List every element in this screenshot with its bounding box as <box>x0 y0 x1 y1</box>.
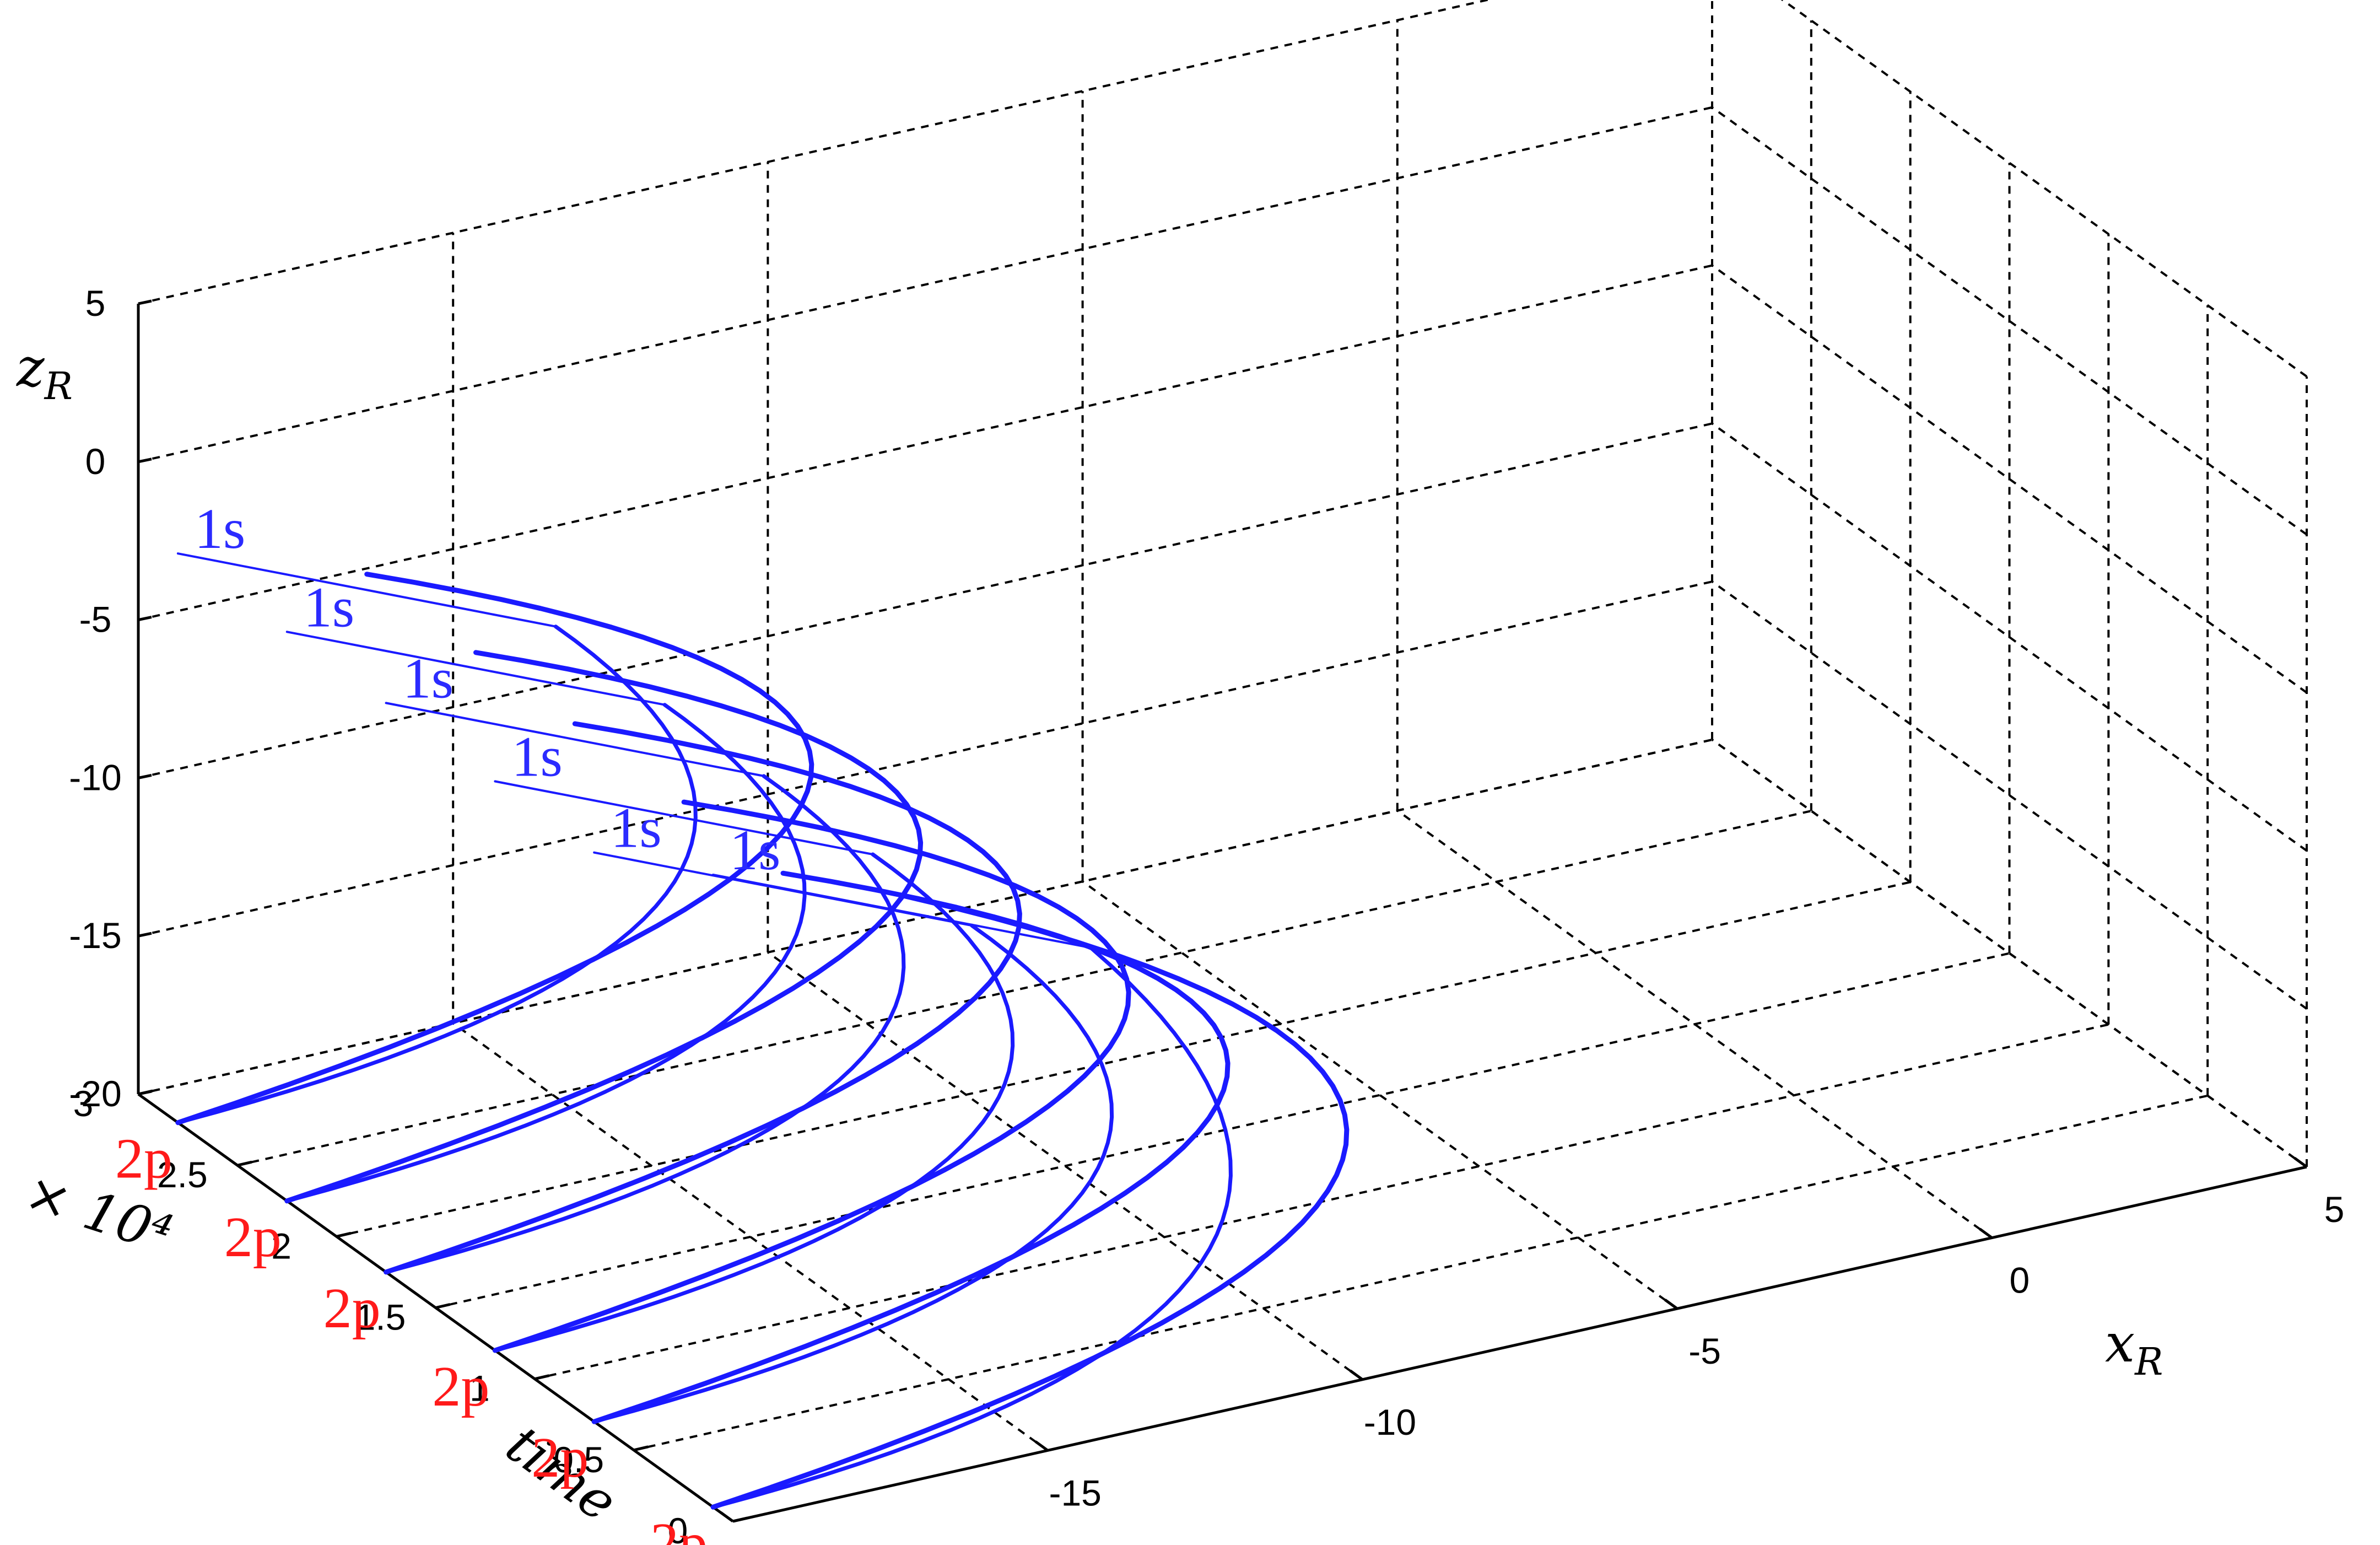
time-tick-label: 2.5 <box>157 1154 208 1195</box>
time-tick-label: 1.5 <box>355 1297 406 1338</box>
x-tick <box>1664 1299 1679 1310</box>
gridline-floor-x <box>1082 880 1678 1310</box>
end-label-1s: 1s <box>511 725 562 789</box>
start-label-2p: 2p <box>432 1355 489 1418</box>
z-tick-label: 5 <box>85 283 106 324</box>
time-tick <box>435 1303 451 1309</box>
x-tick-label: 5 <box>2324 1189 2345 1230</box>
gridline-floor-y <box>336 881 1911 1238</box>
gridline-floor-y <box>633 1094 2208 1451</box>
z-tick <box>138 616 152 622</box>
z-tick <box>138 932 152 938</box>
trajectory-2-branch-b <box>284 650 924 1204</box>
trajectory-2-branch-a <box>285 703 807 1203</box>
gridline-floor-x <box>1711 739 2308 1168</box>
trajectory-1-tail <box>176 552 557 628</box>
x-tick <box>1349 1369 1363 1381</box>
trajectory-2-tail <box>285 631 666 706</box>
z-tick-label: -5 <box>79 599 112 640</box>
z-tick-label: -15 <box>69 915 121 956</box>
trajectory-6-branch-a <box>711 945 1233 1509</box>
z-tick <box>138 773 152 779</box>
end-label-1s: 1s <box>403 647 454 710</box>
trajectory-4-branch-a <box>493 852 1015 1353</box>
x-tick-label: -10 <box>1364 1402 1416 1442</box>
gridline-backwall-z <box>138 106 1713 463</box>
end-label-1s: 1s <box>195 497 245 561</box>
x-tick <box>720 1511 734 1523</box>
gridline-sidewall-z <box>1711 580 2308 1010</box>
time-tick-label: 0.5 <box>553 1439 604 1480</box>
x-axis-title: xR <box>2105 1312 2163 1384</box>
start-label-2p: 2p <box>323 1277 381 1340</box>
time-tick <box>336 1231 352 1238</box>
grid-layer <box>137 0 2308 1522</box>
time-tick-label: 3 <box>73 1083 94 1124</box>
z-tick-label: -10 <box>69 757 121 798</box>
trajectory-layer <box>175 552 1350 1510</box>
x-axis-line <box>732 1165 2307 1523</box>
time-tick <box>633 1445 649 1452</box>
label-layer: 50-5-10-15-2000.511.522.53-20-15-10-505z… <box>16 283 2344 1545</box>
time-tick <box>138 1089 153 1096</box>
time-tick <box>732 1516 748 1523</box>
gridline-sidewall-z <box>1711 106 2308 536</box>
z-axis-title: zR <box>16 337 73 408</box>
x-tick <box>1979 1228 1993 1239</box>
gridline-sidewall-z <box>1711 422 2308 852</box>
trajectory-5-branch-a <box>592 923 1114 1424</box>
trajectory-4-tail <box>494 780 874 855</box>
x-tick-label: -5 <box>1688 1331 1721 1371</box>
trajectory-3-tail <box>385 702 765 777</box>
z-tick <box>138 457 152 464</box>
gridline-backwall-z <box>138 580 1713 938</box>
z-tick-label: 0 <box>85 441 106 482</box>
trajectory-3-branch-b <box>384 721 1022 1275</box>
trajectory-6-tail <box>712 874 1092 949</box>
time-tick-label: 0 <box>668 1510 688 1545</box>
x-tick <box>2293 1156 2308 1169</box>
start-label-2p: 2p <box>224 1205 282 1269</box>
x-tick-label: -20 <box>734 1543 786 1545</box>
x-tick <box>1034 1440 1049 1452</box>
start-label-2p: 2p <box>531 1426 589 1489</box>
start-label-2p: 2p <box>115 1127 172 1191</box>
trajectory-4-branch-b <box>492 799 1131 1353</box>
gridline-floor-y <box>435 952 2010 1309</box>
gridline-sidewall-z <box>1780 0 2308 378</box>
gridline-backwall-z <box>138 264 1713 621</box>
time-tick <box>237 1160 252 1167</box>
time-tick-label: 2 <box>271 1225 292 1266</box>
end-label-1s: 1s <box>730 819 780 882</box>
end-label-1s: 1s <box>304 575 354 639</box>
end-label-1s: 1s <box>611 796 661 860</box>
gridline-backwall-z <box>138 422 1713 779</box>
start-label-2p: 2p <box>650 1511 708 1545</box>
axis-layer <box>137 299 2308 1523</box>
time-tick <box>534 1374 549 1381</box>
z-tick-label: -20 <box>69 1073 121 1114</box>
trajectory-1-branch-a <box>176 625 698 1125</box>
gridline-sidewall-z <box>1711 264 2308 694</box>
trajectory-3-branch-a <box>384 774 906 1274</box>
time-tick-label: 1 <box>469 1368 490 1409</box>
z-tick <box>138 299 152 305</box>
trajectory-1-branch-b <box>175 572 814 1126</box>
x-tick-label: 0 <box>2009 1260 2030 1301</box>
trajectory-6-branch-b <box>710 893 1350 1510</box>
gridline-backwall-z <box>138 0 1492 305</box>
gridline-floor-y <box>237 810 1812 1167</box>
x-tick-label: -15 <box>1049 1472 1102 1513</box>
